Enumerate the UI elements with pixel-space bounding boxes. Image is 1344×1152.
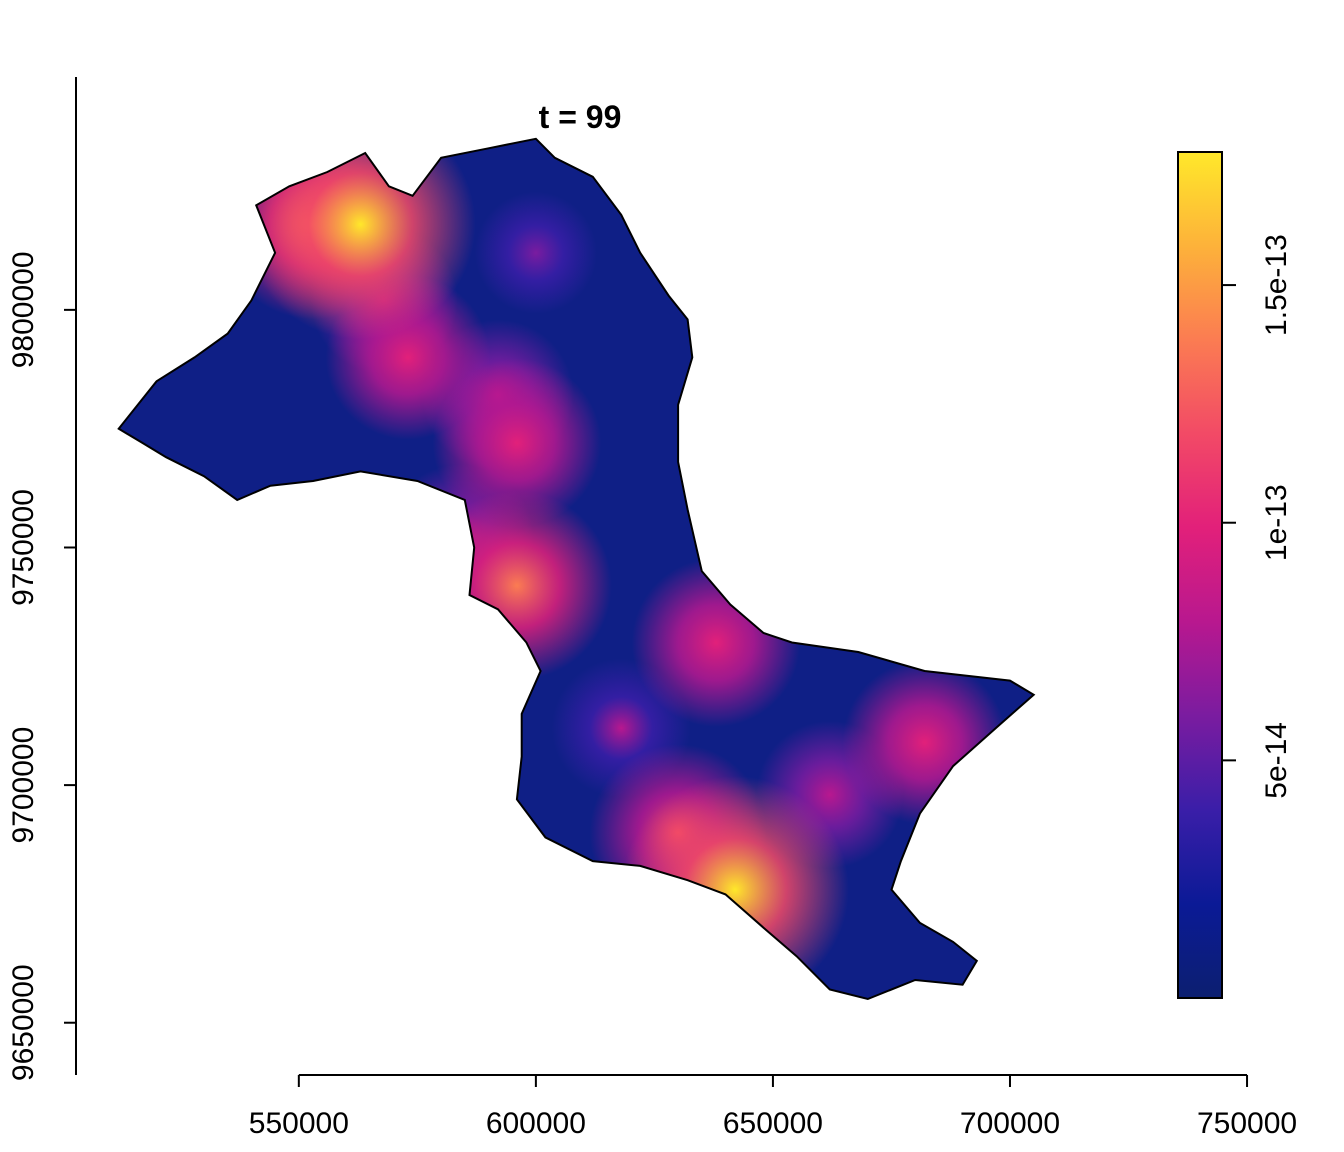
colorbar-tick-label: 1e-13 (1260, 484, 1293, 561)
chart-title: t = 99 (539, 99, 622, 135)
colorbar (1177, 151, 1223, 999)
intensity-surface (118, 138, 1034, 1000)
hotspot (422, 490, 612, 681)
y-tick-label: 9800000 (7, 251, 40, 368)
hotspot (621, 775, 849, 1000)
colorbar-tick-label: 1.5e-13 (1260, 234, 1293, 336)
hotspot (631, 558, 801, 727)
y-tick-label: 9750000 (7, 489, 40, 606)
hotspot (474, 191, 597, 314)
colorbar-tick-label: 5e-14 (1260, 722, 1293, 799)
x-tick-label: 550000 (249, 1107, 349, 1140)
y-tick-label: 9650000 (7, 964, 40, 1081)
x-tick-label: 700000 (960, 1107, 1060, 1140)
x-tick-label: 750000 (1197, 1107, 1297, 1140)
x-tick-label: 650000 (723, 1107, 823, 1140)
hotspot (842, 660, 1007, 825)
x-tick-label: 600000 (486, 1107, 586, 1140)
colorbar-axis: 5e-14 1e-13 1.5e-13 (1222, 234, 1293, 799)
y-tick-label: 9700000 (7, 727, 40, 844)
x-axis: 550000 600000 650000 700000 750000 (249, 1074, 1297, 1140)
hotspot (245, 138, 476, 340)
region-boundary (117, 137, 1036, 1001)
hotspot (432, 358, 602, 528)
y-axis: 9650000 9700000 9750000 9800000 (7, 77, 77, 1081)
